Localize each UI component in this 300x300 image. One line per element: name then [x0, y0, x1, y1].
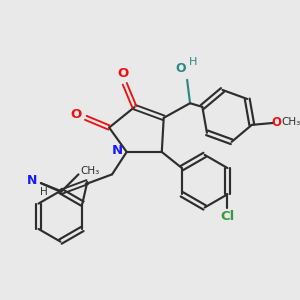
- Text: N: N: [27, 174, 37, 187]
- Text: N: N: [111, 143, 122, 157]
- Text: CH₃: CH₃: [80, 167, 100, 176]
- Text: H: H: [189, 57, 197, 67]
- Text: H: H: [40, 187, 48, 197]
- Text: O: O: [117, 68, 128, 80]
- Text: O: O: [70, 108, 82, 122]
- Text: O: O: [175, 61, 186, 75]
- Text: CH₃: CH₃: [281, 117, 300, 127]
- Text: Cl: Cl: [220, 210, 235, 223]
- Text: O: O: [271, 116, 281, 129]
